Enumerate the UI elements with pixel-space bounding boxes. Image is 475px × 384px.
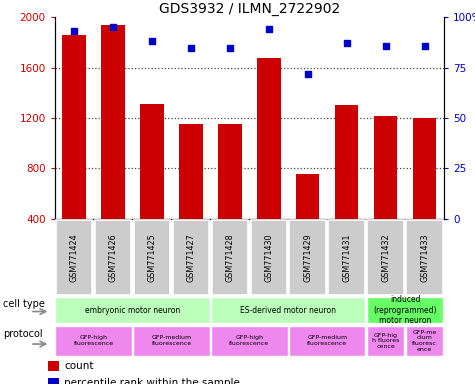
Bar [406, 220, 443, 295]
Text: GFP-high
fluorescence: GFP-high fluorescence [229, 335, 269, 346]
Bar [95, 220, 132, 295]
Text: protocol: protocol [3, 329, 42, 339]
Bar [374, 116, 398, 269]
Point [304, 71, 312, 77]
Bar [56, 297, 209, 323]
Text: GFP-medium
fluorescence: GFP-medium fluorescence [152, 335, 191, 346]
Bar [406, 326, 443, 356]
Text: GFP-me
dium
fluoresc
ence: GFP-me dium fluoresc ence [412, 329, 437, 352]
Point [70, 28, 78, 35]
Point [382, 43, 390, 49]
Bar [367, 297, 443, 323]
Bar [367, 220, 404, 295]
Bar [296, 174, 320, 269]
Bar [62, 35, 86, 269]
Point [343, 40, 351, 46]
Bar [289, 220, 326, 295]
Bar [211, 220, 248, 295]
Text: percentile rank within the sample: percentile rank within the sample [64, 378, 240, 384]
Text: GSM771427: GSM771427 [187, 233, 195, 281]
Bar [101, 25, 125, 269]
Bar [56, 220, 93, 295]
Text: GFP-hig
h fluores
cence: GFP-hig h fluores cence [372, 333, 399, 349]
Bar [289, 326, 365, 356]
Point [187, 45, 195, 51]
Point [226, 45, 234, 51]
Text: GSM771431: GSM771431 [342, 233, 351, 281]
Text: GFP-high
fluorescence: GFP-high fluorescence [74, 335, 114, 346]
Bar [56, 326, 132, 356]
Text: induced
(reprogrammed)
motor neuron: induced (reprogrammed) motor neuron [373, 295, 437, 325]
Text: GFP-medium
fluorescence: GFP-medium fluorescence [307, 335, 347, 346]
Text: GSM771433: GSM771433 [420, 233, 429, 281]
Bar [133, 220, 171, 295]
Point [421, 43, 428, 49]
Text: GSM771424: GSM771424 [70, 233, 78, 281]
Text: GSM771429: GSM771429 [304, 233, 312, 281]
Text: count: count [64, 361, 94, 371]
Bar [140, 104, 164, 269]
Bar [413, 118, 437, 269]
Title: GDS3932 / ILMN_2722902: GDS3932 / ILMN_2722902 [159, 2, 340, 16]
Text: GSM771428: GSM771428 [226, 233, 234, 281]
Text: GSM771432: GSM771432 [381, 233, 390, 281]
Bar [250, 220, 287, 295]
Bar [328, 220, 365, 295]
Text: GSM771426: GSM771426 [109, 233, 117, 281]
Bar [367, 326, 404, 356]
Bar [172, 220, 209, 295]
Bar [335, 106, 359, 269]
Bar [133, 326, 209, 356]
Text: cell type: cell type [3, 299, 45, 310]
Bar [257, 58, 281, 269]
Point [148, 38, 156, 45]
Bar [211, 297, 365, 323]
Bar [179, 124, 203, 269]
Text: embryonic motor neuron: embryonic motor neuron [85, 306, 180, 314]
Bar [211, 326, 287, 356]
Point [109, 24, 117, 30]
Bar [48, 361, 59, 371]
Text: GSM771425: GSM771425 [148, 233, 156, 281]
Point [265, 26, 273, 33]
Text: GSM771430: GSM771430 [265, 233, 273, 281]
Text: ES-derived motor neuron: ES-derived motor neuron [240, 306, 336, 314]
Bar [218, 124, 242, 269]
Bar [48, 378, 59, 384]
